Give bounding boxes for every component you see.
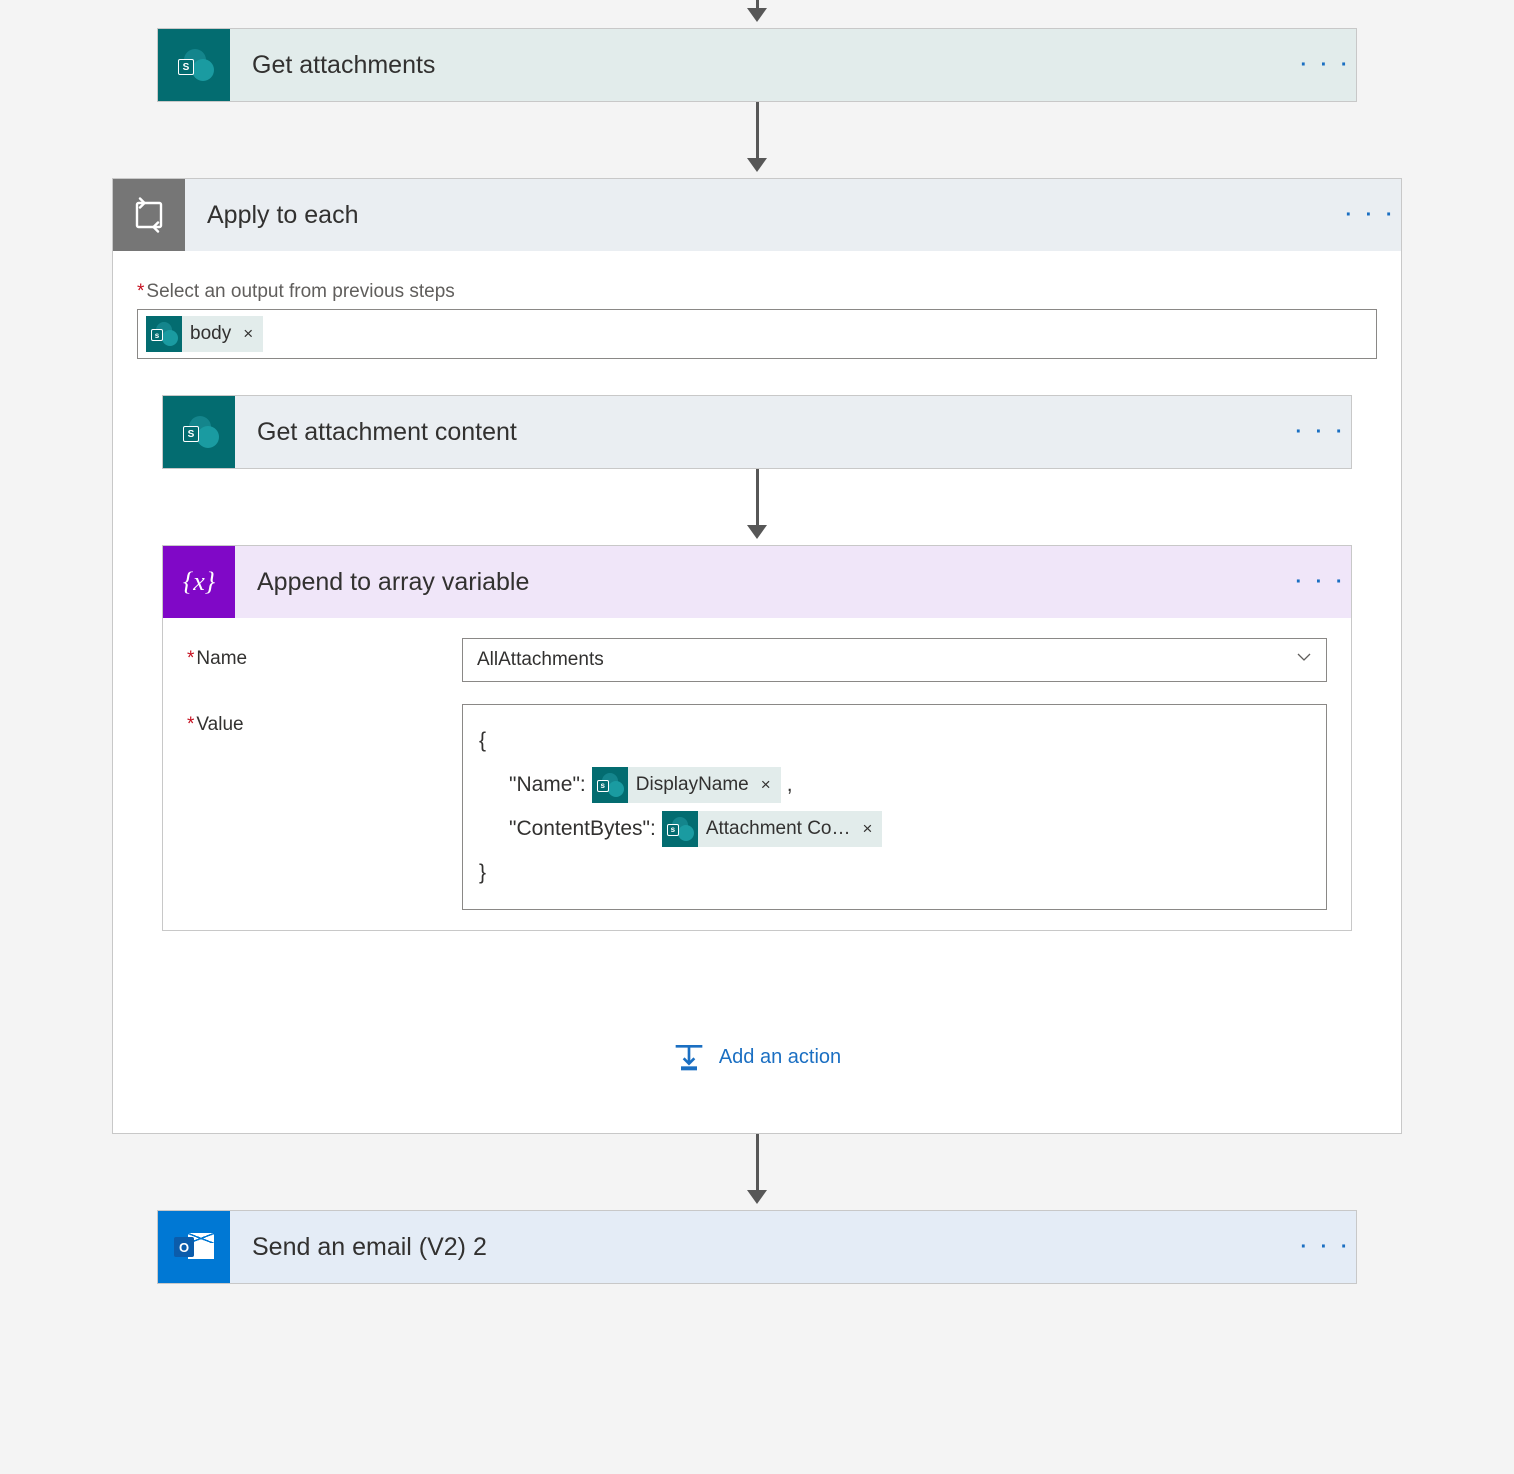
flow-canvas: S Get attachments Apply to each *Sel [0,0,1514,1284]
card-title: Get attachment content [235,418,1291,447]
card-title: Apply to each [185,201,1341,230]
field-label-select-output: *Select an output from previous steps [137,281,1377,303]
field-label-name: *Name [187,638,462,670]
json-text: } [479,851,486,895]
token-label: Attachment Co… [706,809,851,849]
add-action-button[interactable]: Add an action [673,1041,841,1073]
card-send-email[interactable]: O Send an email (V2) 2 [157,1210,1357,1284]
connector-arrow [747,1134,767,1204]
token-displayname[interactable]: s DisplayName × [592,767,781,803]
json-text: , [787,763,793,807]
chevron-down-icon [1296,649,1312,671]
outlook-icon: O [158,1211,230,1283]
field-label-value: *Value [187,704,462,736]
loop-icon [113,179,185,251]
card-title: Get attachments [230,51,1296,80]
json-text: "ContentBytes": [509,807,656,851]
name-select[interactable]: AllAttachments [462,638,1327,682]
card-menu-button[interactable] [1291,421,1351,444]
card-menu-button[interactable] [1341,204,1401,227]
card-menu-button[interactable] [1296,1236,1356,1259]
variable-icon: {x} [163,546,235,618]
token-body[interactable]: s body × [146,316,263,352]
card-get-attachment-content[interactable]: S Get attachment content [162,395,1352,469]
sharepoint-icon: s [592,767,628,803]
card-apply-to-each[interactable]: Apply to each *Select an output from pre… [112,178,1402,1134]
name-select-value: AllAttachments [477,649,604,671]
sharepoint-icon: s [146,316,182,352]
card-get-attachments[interactable]: S Get attachments [157,28,1357,102]
card-append-to-array[interactable]: {x} Append to array variable *Name [162,545,1352,931]
card-title: Send an email (V2) 2 [230,1233,1296,1262]
token-remove-button[interactable]: × [761,767,771,803]
json-text: { [479,719,486,763]
card-title: Append to array variable [235,568,1291,597]
connector-arrow [747,469,767,539]
token-label: DisplayName [636,765,749,805]
sharepoint-icon: S [158,29,230,101]
add-action-label: Add an action [719,1046,841,1069]
apply-to-each-body: *Select an output from previous steps s … [113,251,1401,1133]
connector-arrow [747,102,767,172]
token-remove-button[interactable]: × [243,324,253,344]
sharepoint-icon: s [662,811,698,847]
value-input[interactable]: { "Name": s DisplayName × [462,704,1327,910]
token-attachment-content[interactable]: s Attachment Co… × [662,811,883,847]
token-remove-button[interactable]: × [863,811,873,847]
append-array-body: *Name AllAttachments [163,618,1351,930]
sharepoint-icon: S [163,396,235,468]
card-menu-button[interactable] [1296,54,1356,77]
connector-arrow [747,0,767,22]
insert-step-icon [673,1041,705,1073]
card-menu-button[interactable] [1291,571,1351,594]
select-output-input[interactable]: s body × [137,309,1377,359]
json-text: "Name": [509,763,586,807]
token-label: body [190,323,231,345]
